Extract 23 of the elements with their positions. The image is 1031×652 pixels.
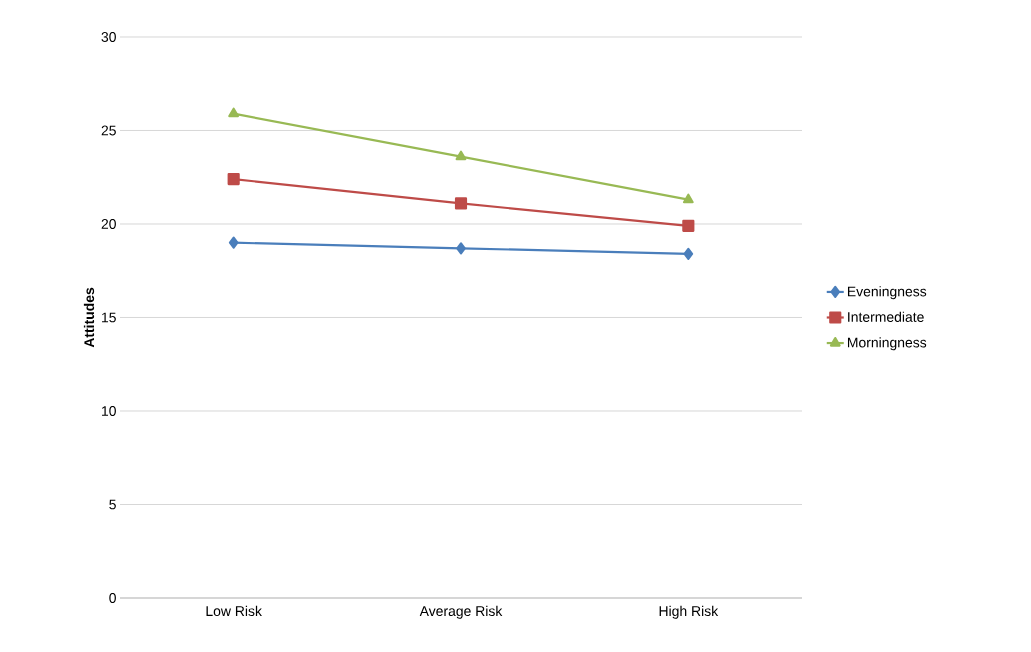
y-tick-label: 15 (102, 312, 116, 323)
point (228, 107, 240, 118)
y-tick-label: 20 (101, 219, 116, 229)
legend-label: Morningness (847, 337, 927, 351)
y-tick-label: 5 (109, 499, 116, 510)
point (683, 247, 694, 260)
y-tick-label: 30 (101, 32, 116, 42)
x-tick-label: High Risk (659, 605, 719, 619)
y-tick-label: 10 (102, 406, 116, 416)
point (454, 197, 468, 210)
point (455, 150, 467, 161)
point (456, 242, 466, 255)
y-axis-title: Attitudes (83, 287, 95, 348)
legend-label: Intermediate (848, 311, 924, 322)
point (228, 236, 239, 249)
point (682, 193, 694, 204)
y-tick-label: 0 (109, 593, 116, 603)
x-tick-label: Average Risk (419, 605, 503, 619)
point (227, 173, 240, 186)
x-tick-label: Low Risk (206, 605, 262, 617)
point (682, 219, 695, 232)
y-tick-label: 25 (101, 125, 116, 136)
legend-label: Eveningness (847, 286, 927, 300)
